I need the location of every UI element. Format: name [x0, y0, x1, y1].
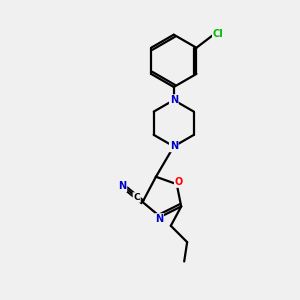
Text: N: N	[170, 141, 178, 152]
Text: N: N	[155, 214, 163, 224]
Text: N: N	[170, 95, 178, 105]
Text: N: N	[118, 181, 126, 191]
Text: C: C	[134, 193, 140, 202]
Text: O: O	[175, 177, 183, 187]
Text: Cl: Cl	[213, 29, 224, 39]
